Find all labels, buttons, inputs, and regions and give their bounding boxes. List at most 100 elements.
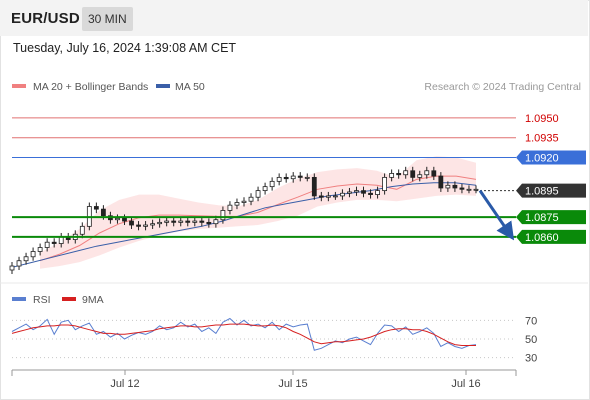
candle-body (51, 241, 57, 244)
forecast-arrow (478, 189, 515, 241)
candle-body (382, 176, 388, 192)
candle-body (136, 224, 141, 227)
candle-body (347, 191, 352, 194)
candle-body (466, 188, 472, 191)
ma50-legend-label: MA 50 (175, 81, 205, 93)
candle-body (178, 220, 184, 223)
candle-body (396, 173, 402, 176)
candle-body (325, 195, 331, 198)
candle-body (213, 219, 219, 225)
level-label-support: 1.0875 (525, 212, 559, 224)
candle-body (438, 175, 444, 189)
level-tag-support (516, 229, 586, 244)
research-credit: Research © 2024 Trading Central (424, 81, 581, 93)
rsi-chart: 70 50 30 (11, 315, 537, 365)
candle-body (171, 220, 177, 223)
candle-body (354, 190, 359, 193)
candle-body (424, 170, 430, 176)
candle-body (403, 170, 409, 176)
candle-body (445, 184, 451, 189)
candle-body (150, 223, 156, 226)
x-axis-ticks: Jul 12 Jul 15 Jul 16 (110, 370, 481, 390)
candle-body (129, 220, 134, 226)
candle-body (79, 225, 85, 235)
candle-body (452, 184, 458, 189)
chart-datetime: Tuesday, July 16, 2024 1:39:08 AM CET (13, 41, 237, 55)
candle-body (297, 175, 303, 178)
level-label-support: 1.0860 (525, 232, 559, 244)
candle-body (262, 186, 268, 192)
candle-body (220, 210, 226, 221)
candle-body (368, 192, 373, 195)
candle-body (255, 190, 261, 198)
candle-body (332, 195, 338, 198)
chart-header: EUR/USD 30 MIN (0, 0, 588, 36)
candle-body (199, 220, 205, 223)
ma50-legend-swatch (156, 84, 170, 88)
timeframe-badge[interactable]: 30 MIN (82, 7, 133, 31)
rsi-ma-line (11, 323, 476, 346)
candle-body (375, 190, 380, 195)
rsi-legend-label: RSI (33, 294, 51, 306)
candle-body (192, 220, 198, 223)
candle-body (361, 190, 366, 194)
candle-body (318, 195, 324, 198)
level-label-resistance: 1.0935 (525, 133, 559, 145)
rsi-line (11, 317, 477, 351)
candle-body (459, 187, 465, 190)
level-tag-current (516, 183, 586, 198)
ma20-line (39, 175, 477, 262)
candle-body (431, 170, 437, 177)
candle-body (164, 220, 170, 223)
candle-body (290, 175, 296, 180)
bollinger-legend-label: MA 20 + Bollinger Bands (33, 81, 148, 93)
level-label-resistance: 1.0950 (525, 113, 559, 125)
candle-body (340, 192, 345, 197)
candle-body (227, 204, 233, 211)
ma9-legend-swatch (62, 297, 76, 301)
rsi-tick-label: 50 (525, 334, 537, 346)
candle-body (30, 251, 36, 258)
level-lines: 1.0950 1.0935 1.0920 1.0895 1.0875 1.0860 (12, 113, 586, 244)
candle-body (115, 217, 120, 221)
rsi-legend-swatch (12, 297, 26, 301)
rsi-tick-label: 30 (525, 353, 537, 365)
candle-body (417, 174, 423, 178)
x-tick-label: Jul 15 (278, 378, 307, 390)
candle-body (389, 173, 395, 178)
candle-body (185, 220, 191, 223)
level-tag-pivot (516, 150, 586, 165)
level-label-pivot: 1.0920 (525, 153, 559, 165)
rsi-legend: RSI 9MA (12, 294, 104, 306)
candle-body (16, 260, 22, 267)
candle-body (23, 256, 29, 262)
candle-body (276, 176, 282, 182)
candle-body (157, 221, 163, 225)
candle-body (37, 247, 43, 252)
candle-body (283, 176, 289, 180)
candle-body (122, 217, 127, 222)
level-label-current: 1.0895 (525, 186, 559, 198)
candle-body (100, 208, 106, 217)
candle-body (248, 196, 254, 202)
candle-body (206, 221, 212, 225)
price-chart (9, 156, 479, 274)
x-tick-label: Jul 12 (110, 378, 139, 390)
symbol-title: EUR/USD (11, 10, 80, 27)
candle-body (93, 206, 99, 210)
candle-body (44, 241, 50, 248)
candle-body (304, 176, 310, 179)
candle-body (234, 202, 240, 206)
bollinger-legend-swatch (12, 84, 26, 88)
candle-body (410, 170, 416, 178)
x-tick-label: Jul 16 (451, 378, 480, 390)
candle-body (143, 224, 148, 227)
ma50-line (11, 182, 477, 268)
ma9-legend-label: 9MA (82, 294, 104, 306)
candle-body (269, 180, 275, 188)
candle-body (311, 176, 317, 197)
candle-body (241, 200, 247, 203)
level-tag-support (516, 210, 586, 225)
candle-body (9, 265, 15, 271)
